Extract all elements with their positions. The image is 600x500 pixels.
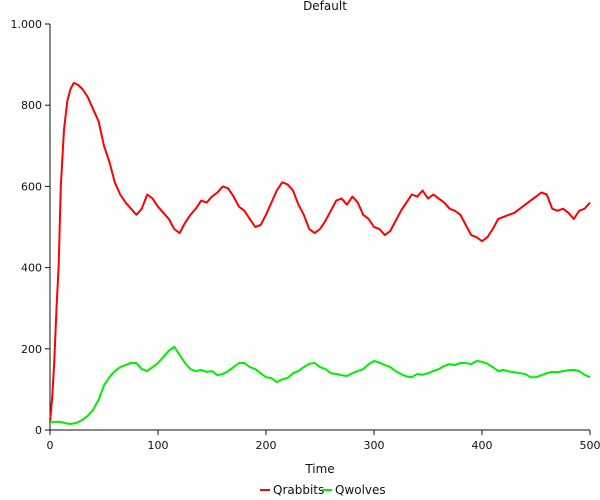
x-tick-label: 500 <box>580 439 600 452</box>
y-tick-label: 1.000 <box>11 18 43 31</box>
x-tick-label: 100 <box>148 439 169 452</box>
series-group <box>49 81 591 425</box>
axes: 0 200 400 600 800 1.000 0 100 200 300 400 500 <box>11 18 600 452</box>
x-axis-title: Time <box>304 462 334 476</box>
x-tick-label: 400 <box>472 439 493 452</box>
legend-label-qrabbits: Qrabbits <box>273 483 324 497</box>
x-tick-label: 200 <box>256 439 277 452</box>
chart-title: Default <box>303 0 347 13</box>
y-tick-label: 200 <box>21 343 42 356</box>
x-tick-label: 0 <box>47 439 54 452</box>
y-tick-label: 600 <box>21 180 42 193</box>
legend: Qrabbits Qwolves <box>260 483 386 497</box>
series-line-qrabbits <box>49 81 591 422</box>
series-line-qwolves <box>50 345 591 425</box>
y-tick-label: 800 <box>21 99 42 112</box>
y-tick-label: 0 <box>35 424 42 437</box>
legend-label-qwolves: Qwolves <box>335 483 386 497</box>
y-tick-label: 400 <box>21 262 42 275</box>
x-tick-label: 300 <box>364 439 385 452</box>
